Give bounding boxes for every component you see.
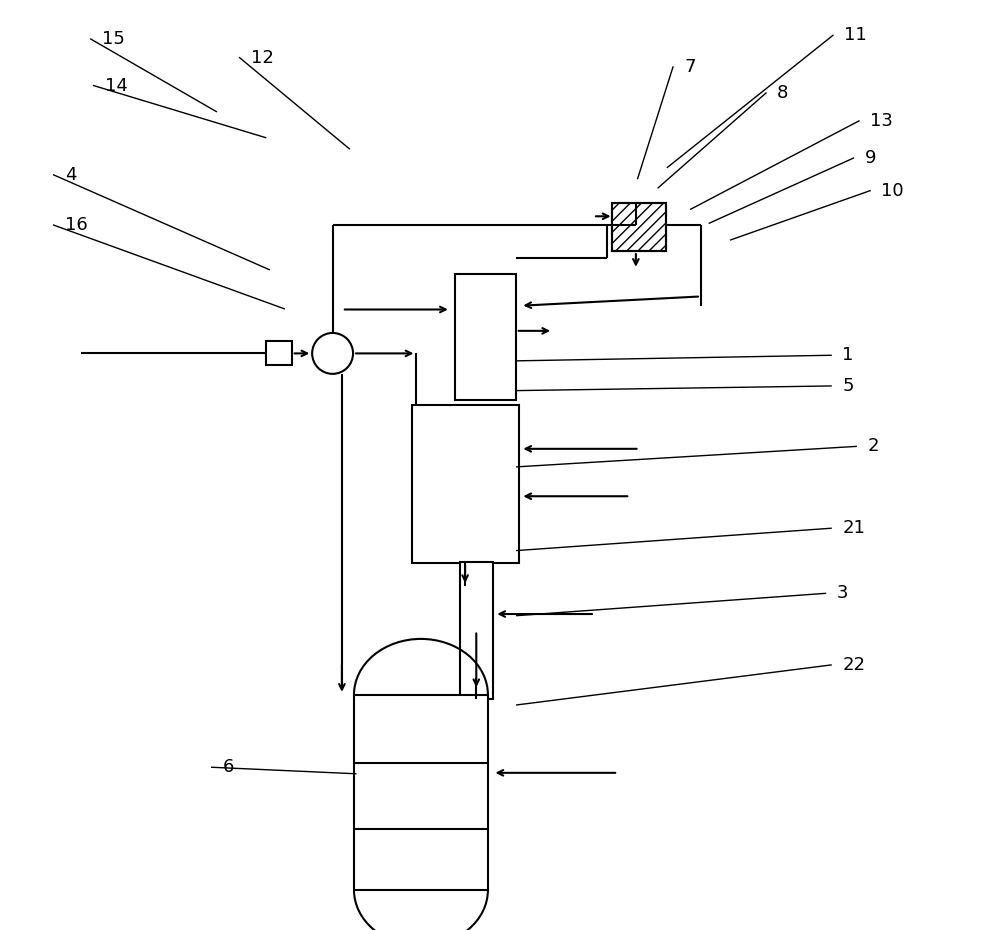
Text: 15: 15: [102, 30, 125, 48]
Bar: [412, 405, 519, 563]
Text: 10: 10: [881, 181, 904, 200]
Bar: [460, 562, 493, 699]
Text: 8: 8: [777, 84, 789, 102]
Text: 11: 11: [844, 26, 867, 45]
Bar: [266, 341, 292, 365]
Text: 22: 22: [842, 656, 865, 674]
Text: 2: 2: [867, 437, 879, 456]
Bar: [354, 695, 488, 890]
Text: 3: 3: [837, 584, 848, 603]
Bar: [612, 203, 666, 251]
Text: 1: 1: [842, 346, 854, 365]
Bar: [612, 203, 666, 251]
Text: 9: 9: [865, 149, 876, 167]
Text: 13: 13: [870, 112, 893, 130]
Text: 5: 5: [842, 377, 854, 395]
Text: 4: 4: [65, 166, 76, 184]
Text: 7: 7: [684, 58, 696, 76]
Text: 12: 12: [251, 48, 274, 67]
Text: 6: 6: [223, 758, 234, 777]
Text: 14: 14: [105, 76, 128, 95]
Text: 16: 16: [65, 216, 88, 234]
Circle shape: [312, 333, 353, 374]
Bar: [455, 274, 516, 400]
Text: 21: 21: [842, 519, 865, 538]
